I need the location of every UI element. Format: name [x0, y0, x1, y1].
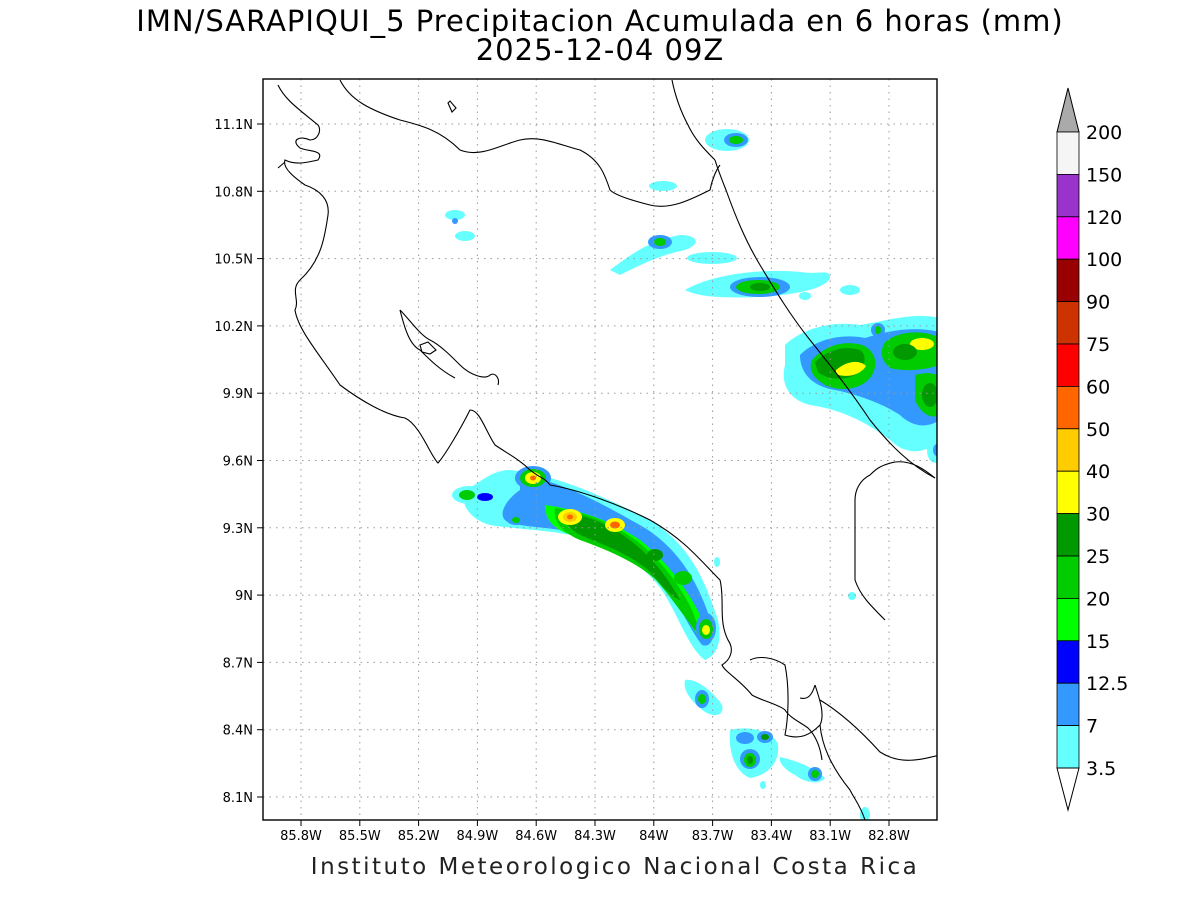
legend-swatch: [1056, 258, 1080, 303]
map-frame: [262, 78, 938, 821]
legend-swatch: [1056, 131, 1080, 175]
legend-label: 120: [1086, 207, 1122, 229]
y-tick-label: 10.8N: [214, 185, 253, 200]
x-tick-label: 83.4W: [750, 829, 792, 844]
precip-band-south: [684, 592, 870, 820]
legend-label: 25: [1086, 546, 1110, 568]
legend-label: 50: [1086, 419, 1110, 441]
x-tick-label: 82.8W: [868, 829, 910, 844]
legend-label: 3.5: [1086, 758, 1116, 780]
legend-label: 90: [1086, 292, 1110, 314]
legend-swatch: [1056, 555, 1080, 599]
legend-swatch: [1056, 343, 1080, 387]
color-legend: 200 150 120 100 90 75 60 50 40 30 25 20 15 12.5 7 3.5: [1056, 87, 1128, 812]
legend-label: 200: [1086, 122, 1122, 144]
legend-label: 60: [1086, 376, 1110, 398]
x-tick-label: 84.6W: [515, 829, 557, 844]
graticule: [257, 79, 937, 826]
x-tick-label: 83.1W: [809, 829, 851, 844]
y-tick-label: 10.2N: [214, 320, 253, 335]
legend-label: 75: [1086, 334, 1110, 356]
legend-label: 20: [1086, 588, 1110, 610]
legend-swatch: [1056, 640, 1080, 684]
legend-swatch: [1056, 682, 1080, 727]
y-tick-label: 8.7N: [223, 656, 253, 671]
legend-swatch: [1056, 598, 1080, 642]
x-tick-label: 84.3W: [574, 829, 616, 844]
x-tick-label: 85.2W: [398, 829, 440, 844]
legend-swatch: [1056, 725, 1080, 769]
legend-arrow-min: [1056, 767, 1080, 812]
y-axis-labels: 11.1N 10.8N 10.5N 10.2N 9.9N 9.6N 9.3N 9N 8.7N 8.…: [214, 118, 253, 806]
precip-band-caribbean: [445, 129, 937, 463]
legend-swatch: [1056, 301, 1080, 345]
y-tick-label: 10.5N: [214, 253, 253, 268]
map-subtitle: 2025-12-04 09Z: [475, 33, 725, 67]
map-title: IMN/SARAPIQUI_5 Precipitacion Acumulada …: [136, 4, 1064, 38]
legend-label: 7: [1086, 716, 1098, 738]
legend-swatch: [1056, 428, 1080, 472]
y-tick-label: 9.6N: [223, 455, 253, 470]
precipitation-field: [445, 129, 937, 820]
x-tick-label: 85.5W: [339, 829, 381, 844]
x-tick-label: 84.9W: [456, 829, 498, 844]
y-tick-label: 8.1N: [223, 791, 253, 806]
x-tick-label: 83.7W: [692, 829, 734, 844]
legend-swatch: [1056, 470, 1080, 515]
legend-arrow-max: [1056, 87, 1080, 133]
legend-label: 40: [1086, 461, 1110, 483]
y-tick-label: 9.3N: [223, 522, 253, 537]
y-tick-label: 8.4N: [223, 724, 253, 739]
coastlines: [277, 79, 937, 820]
footer-credit: Instituto Meteorologico Nacional Costa R…: [310, 854, 920, 880]
x-tick-label: 84W: [639, 829, 669, 844]
x-axis-labels: 85.8W 85.5W 85.2W 84.9W 84.6W 84.3W 84W 83.7W 83…: [280, 829, 910, 844]
y-tick-label: 9.9N: [223, 387, 253, 402]
x-tick-label: 85.8W: [280, 829, 322, 844]
legend-swatch: [1056, 385, 1080, 430]
y-tick-label: 11.1N: [214, 118, 253, 133]
legend-label: 15: [1086, 631, 1110, 653]
y-tick-label: 9N: [235, 589, 253, 604]
legend-label: 150: [1086, 164, 1122, 186]
precip-band-pacific: [452, 466, 720, 660]
legend-swatch: [1056, 216, 1080, 260]
legend-swatch: [1056, 173, 1080, 218]
legend-label: 12.5: [1086, 673, 1128, 695]
legend-label: 30: [1086, 504, 1110, 526]
legend-swatch: [1056, 513, 1080, 557]
legend-label: 100: [1086, 249, 1122, 271]
